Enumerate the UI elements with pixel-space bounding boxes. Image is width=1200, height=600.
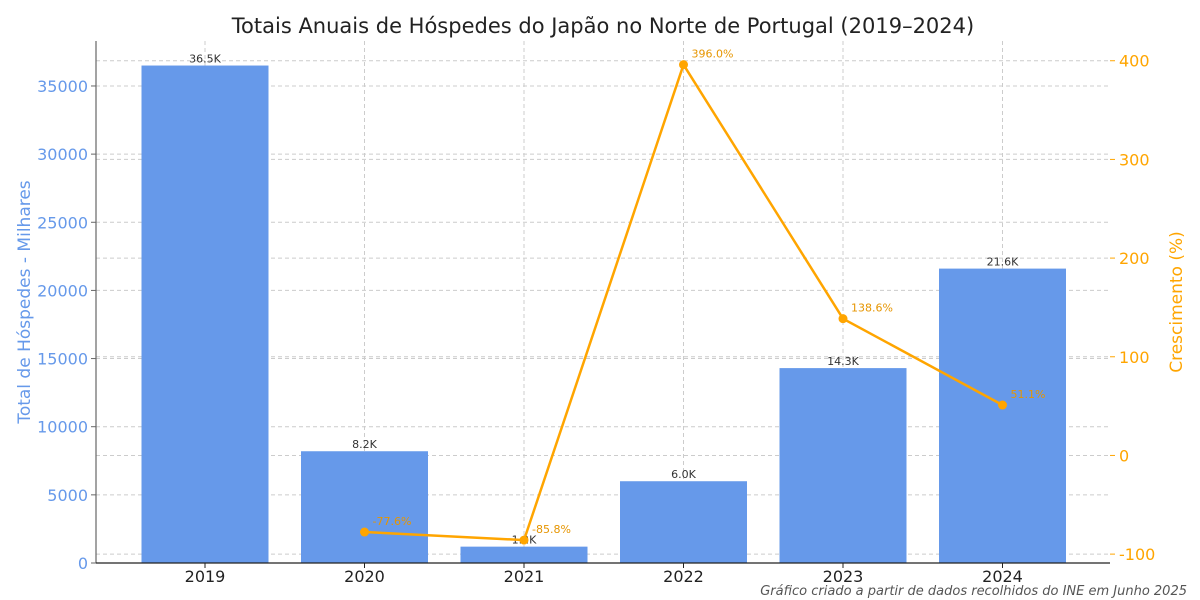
chart-title: Totais Anuais de Hóspedes do Japão no No…: [231, 14, 974, 38]
growth-point: [679, 60, 688, 70]
x-tick-label: 2022: [663, 567, 704, 586]
bar: [301, 451, 428, 563]
y2-tick-label: 300: [1119, 150, 1150, 169]
growth-point: [838, 314, 848, 324]
growth-point: [360, 527, 369, 537]
bar: [141, 65, 269, 563]
x-tick-label: 2024: [982, 567, 1023, 586]
x-tick-label: 2023: [823, 567, 864, 586]
bar: [939, 268, 1066, 563]
y-tick-label: 5000: [47, 486, 88, 505]
growth-point: [519, 535, 529, 545]
y2-tick-label: 200: [1119, 249, 1150, 268]
y-tick-label: 25000: [37, 213, 88, 232]
growth-value-label: -77.6%: [373, 515, 412, 528]
y2-tick-label: -100: [1119, 545, 1155, 564]
x-tick-label: 2019: [185, 567, 226, 586]
y-tick-label: 35000: [37, 77, 88, 96]
axes: 0 5000 10000 15000 20000 25000 30000 35000 -100 0…: [37, 41, 1155, 586]
growth-value-label: 51.1%: [1011, 388, 1046, 401]
y2-tick-label: 100: [1119, 348, 1150, 367]
growth-value-label: -85.8%: [532, 523, 571, 536]
x-tick-label: 2020: [344, 567, 385, 586]
y-tick-label: 0: [78, 554, 88, 573]
growth-value-label: 396.0%: [692, 48, 734, 61]
growth-line: -77.6% -85.8% 396.0% 138.6% 51.1%: [360, 48, 1045, 545]
y2-tick-label: 0: [1119, 446, 1129, 465]
bar: [779, 368, 907, 563]
bar-value-label: 14.3K: [827, 355, 859, 368]
bar-value-label: 8.2K: [352, 438, 377, 451]
y-axis-label: Total de Hóspedes - Milhares: [15, 180, 35, 424]
bar-value-label: 36.5K: [189, 53, 221, 66]
y-tick-label: 30000: [37, 145, 88, 164]
bar: [460, 546, 588, 563]
growth-value-label: 138.6%: [851, 302, 893, 315]
footnote: Gráfico criado a partir de dados recolhi…: [760, 584, 1187, 599]
y-tick-label: 10000: [37, 418, 88, 437]
y2-tick-label: 400: [1119, 52, 1150, 71]
bar-value-label: 6.0K: [671, 468, 696, 481]
bar: [620, 481, 747, 563]
growth-point: [998, 400, 1007, 410]
x-tick-label: 2021: [504, 567, 545, 586]
y-tick-label: 20000: [37, 281, 88, 300]
y-tick-label: 15000: [37, 350, 88, 369]
y2-axis-label: Crescimento (%): [1167, 231, 1187, 373]
bar-value-label: 21.6K: [987, 256, 1019, 269]
